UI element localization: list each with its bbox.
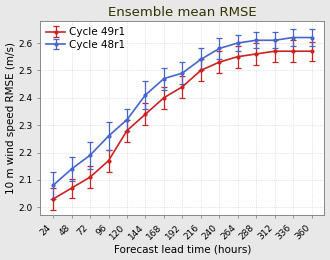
Y-axis label: 10 m wind speed RMSE (m/s): 10 m wind speed RMSE (m/s) (6, 42, 16, 194)
X-axis label: Forecast lead time (hours): Forecast lead time (hours) (114, 244, 251, 255)
Title: Ensemble mean RMSE: Ensemble mean RMSE (108, 5, 257, 18)
Legend: Cycle 49r1, Cycle 48r1: Cycle 49r1, Cycle 48r1 (43, 24, 129, 53)
